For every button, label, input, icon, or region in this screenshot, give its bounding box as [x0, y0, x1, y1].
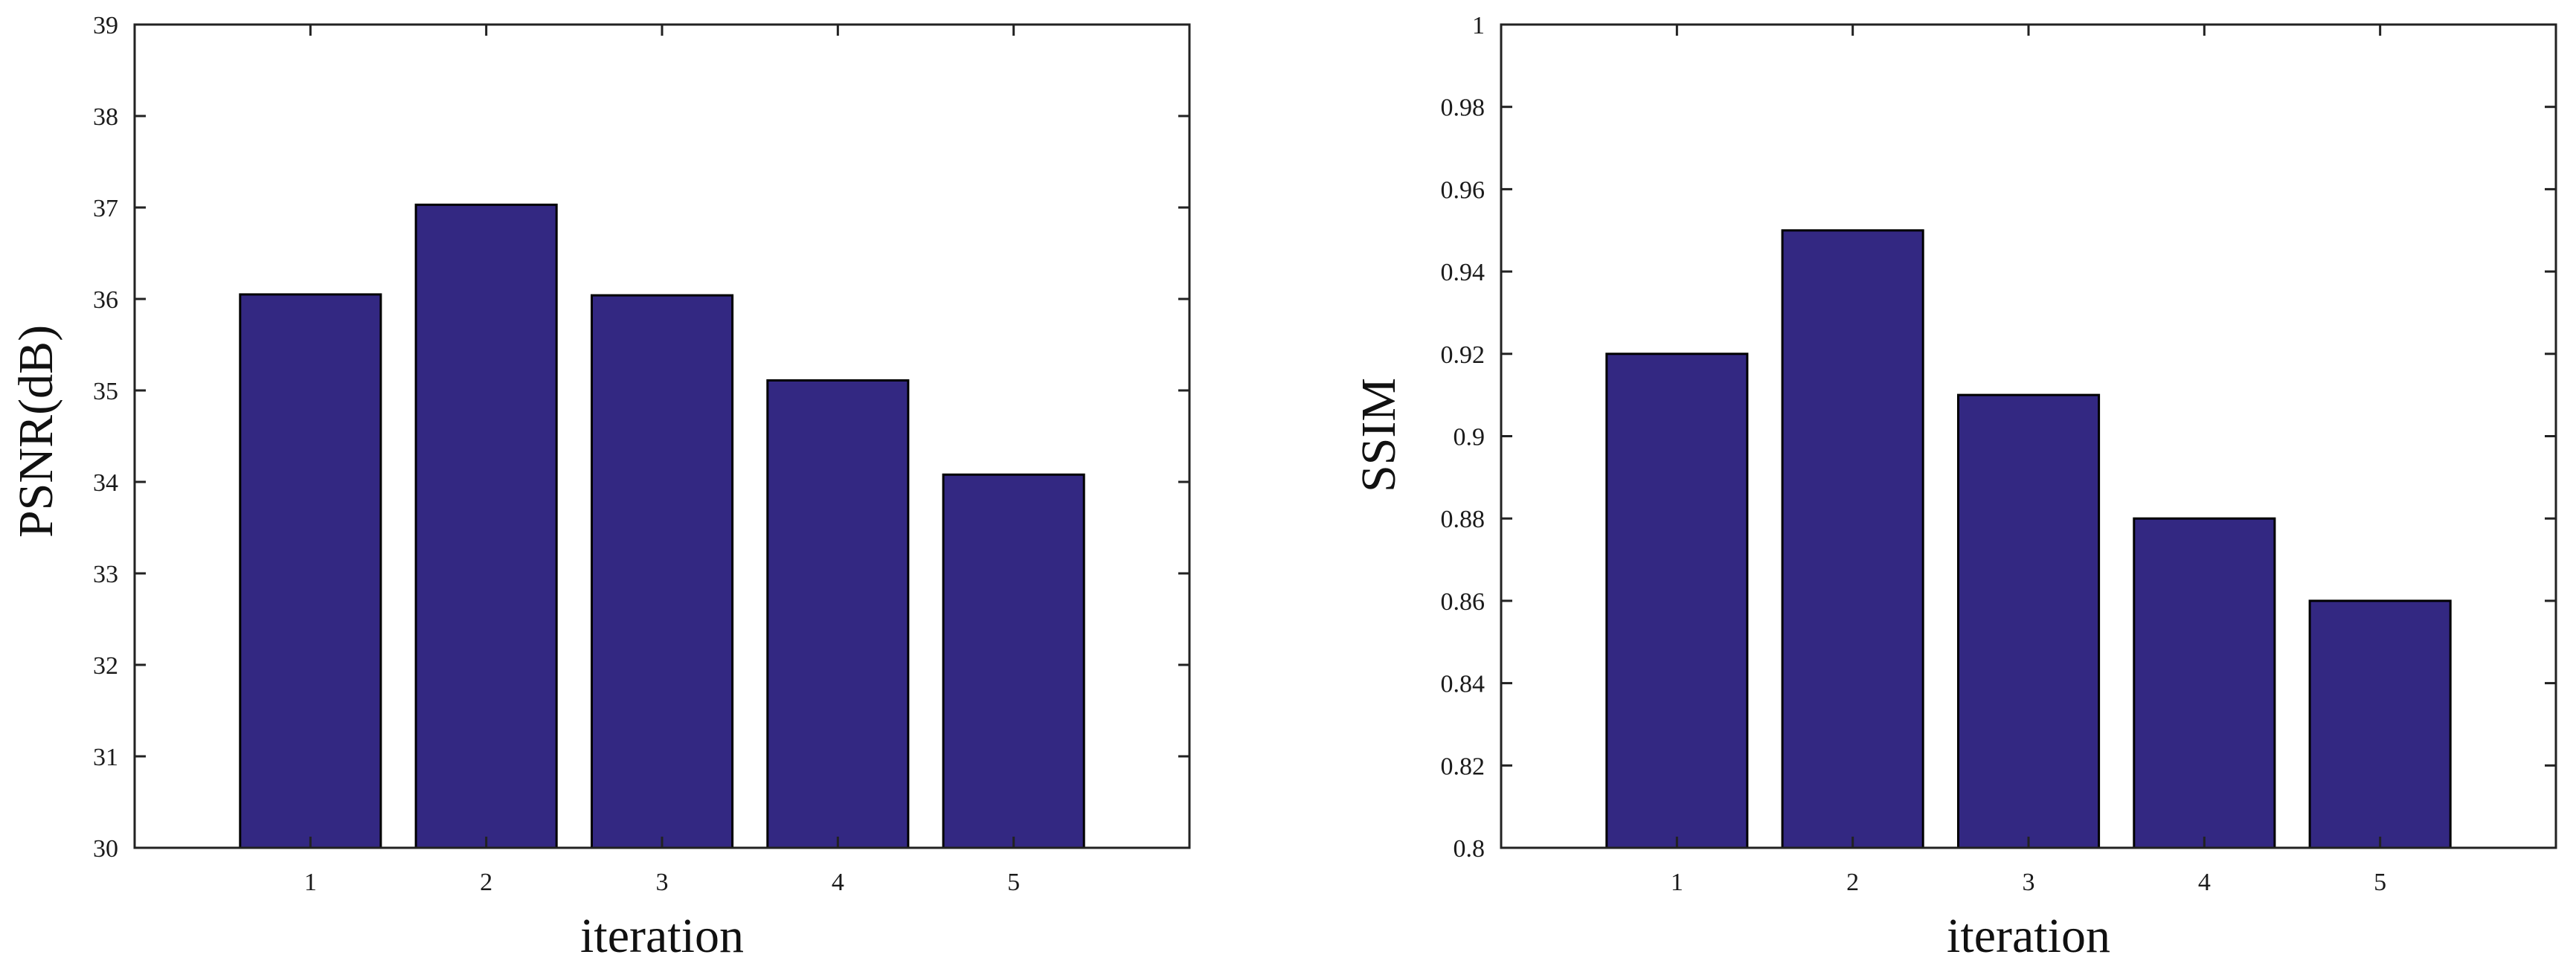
y-tick-label: 39 [93, 12, 118, 39]
ssim-chart: 0.8 0.82 0.84 0.86 0.88 0.9 0.92 0.94 0.96 0.98 1 1… [1352, 12, 2557, 963]
bar-2 [414, 203, 558, 849]
y-tick-label: 1 [1472, 12, 1485, 39]
bar-5 [2308, 599, 2452, 849]
x-tick-label: 4 [2198, 869, 2211, 896]
y-axis-title: SSIM [1352, 378, 1406, 492]
y-tick-label: 32 [93, 652, 118, 680]
x-tick-label: 3 [2023, 869, 2035, 896]
y-tick-label: 0.84 [1441, 671, 1485, 698]
y-tick-label: 30 [93, 835, 118, 863]
y-tick-label: 38 [93, 103, 118, 131]
y-tick-label: 31 [93, 744, 118, 771]
x-tick-label: 1 [1671, 869, 1683, 896]
y-tick-label: 0.8 [1454, 835, 1485, 863]
y-tick-label: 0.98 [1441, 94, 1485, 122]
x-tick-label: 1 [304, 869, 317, 896]
bar-5 [942, 473, 1085, 849]
y-tick-label: 36 [93, 286, 118, 314]
y-axis-title: PSNR(dB) [9, 325, 63, 538]
y-tick-label: 35 [93, 378, 118, 405]
y-tick-label: 0.96 [1441, 176, 1485, 204]
bar-1 [239, 293, 382, 849]
bar-3 [591, 294, 734, 849]
bar-2 [1781, 229, 1924, 849]
y-tick-label: 0.82 [1441, 753, 1485, 780]
x-tick-label: 2 [1846, 869, 1859, 896]
y-tick-label: 37 [93, 195, 118, 222]
x-axis-title: iteration [1947, 909, 2110, 963]
bar-3 [1957, 393, 2101, 849]
x-tick-label: 2 [480, 869, 492, 896]
y-tick-label: 0.86 [1441, 588, 1485, 616]
y-tick-label: 33 [93, 561, 118, 588]
y-tick-label: 0.9 [1454, 424, 1485, 451]
x-tick-label: 4 [832, 869, 844, 896]
bar-1 [1605, 353, 1749, 849]
y-tick-label: 0.88 [1441, 506, 1485, 533]
y-tick-label: 0.94 [1441, 259, 1485, 286]
x-tick-label: 3 [656, 869, 669, 896]
y-tick-label: 0.92 [1441, 341, 1485, 369]
bar-4 [2133, 517, 2276, 849]
y-tick-label: 34 [93, 469, 118, 497]
x-axis-title: iteration [580, 909, 744, 963]
x-tick-label: 5 [2374, 869, 2386, 896]
x-tick-label: 5 [1007, 869, 1020, 896]
bar-4 [766, 379, 910, 849]
